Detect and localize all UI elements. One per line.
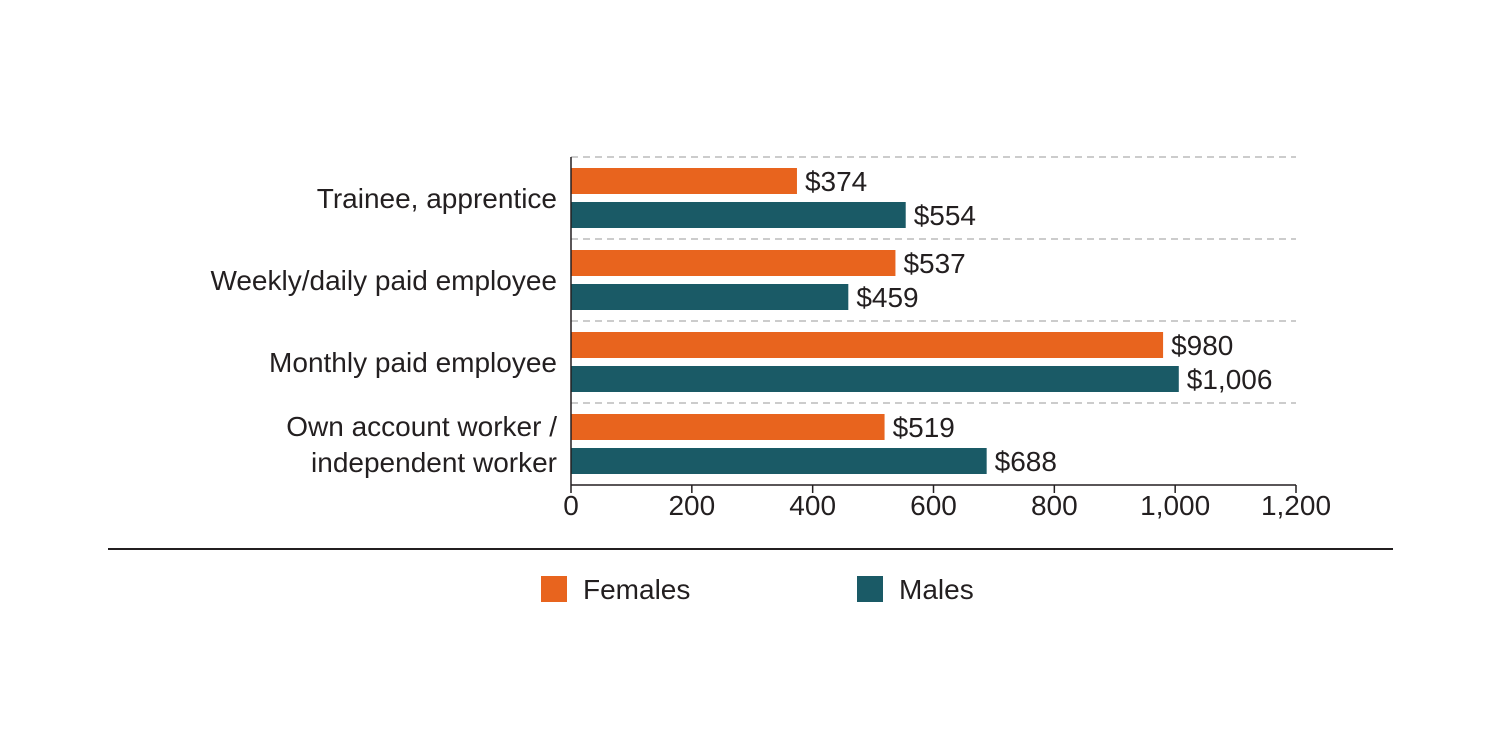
- value-labels: $374 $537 $980 $519 $554 $459 $1,006 $688: [805, 166, 1272, 477]
- x-tick-label: 600: [910, 490, 957, 521]
- value-label: $688: [995, 446, 1057, 477]
- value-label: $554: [914, 200, 976, 231]
- value-label: $374: [805, 166, 867, 197]
- bar-females-2: [571, 332, 1164, 358]
- x-tick-label: 1,200: [1261, 490, 1331, 521]
- x-tick-label: 0: [563, 490, 579, 521]
- x-tick-label: 800: [1031, 490, 1078, 521]
- bar-males-1: [571, 284, 849, 310]
- legend-swatch-males: [857, 576, 883, 602]
- x-axis-ticks: 0 200 400 600 800 1,000 1,200: [563, 485, 1331, 521]
- legend-swatch-females: [541, 576, 567, 602]
- legend-label: Males: [899, 574, 974, 605]
- category-label: Monthly paid employee: [269, 347, 557, 378]
- bar-males-0: [571, 202, 906, 228]
- x-tick-label: 200: [668, 490, 715, 521]
- x-tick-label: 400: [789, 490, 836, 521]
- bars: [571, 168, 1179, 474]
- value-label: $1,006: [1187, 364, 1273, 395]
- grid-lines: [571, 156, 1296, 404]
- bar-males-3: [571, 448, 987, 474]
- bar-females-3: [571, 414, 885, 440]
- legend: Females Males: [541, 574, 974, 605]
- value-label: $980: [1171, 330, 1233, 361]
- value-label: $519: [893, 412, 955, 443]
- bar-females-0: [571, 168, 797, 194]
- bar-females-1: [571, 250, 896, 276]
- value-label: $537: [903, 248, 965, 279]
- category-label: Trainee, apprentice: [317, 183, 557, 214]
- category-labels: Trainee, apprentice Weekly/daily paid emp…: [210, 183, 557, 478]
- legend-label: Females: [583, 574, 690, 605]
- x-tick-label: 1,000: [1140, 490, 1210, 521]
- category-label: independent worker: [311, 447, 557, 478]
- bar-males-2: [571, 366, 1179, 392]
- category-label: Own account worker /: [286, 411, 557, 442]
- value-label: $459: [856, 282, 918, 313]
- category-label: Weekly/daily paid employee: [210, 265, 557, 296]
